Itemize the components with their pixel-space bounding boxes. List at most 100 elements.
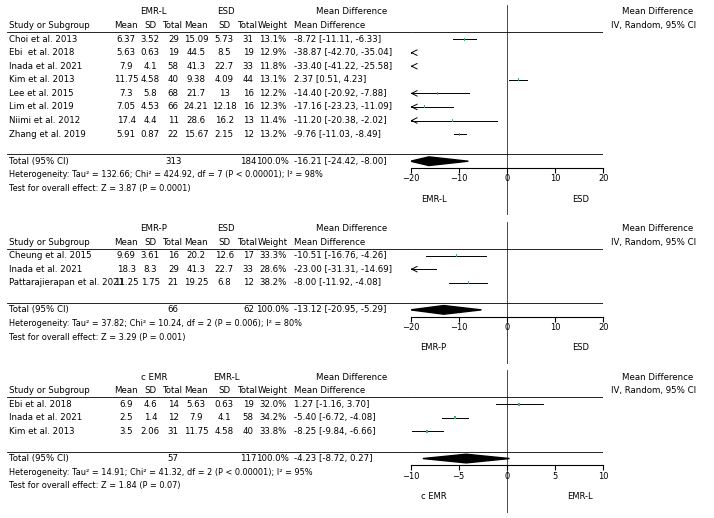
Text: 0.87: 0.87 (141, 130, 160, 139)
Text: EMR-P: EMR-P (421, 343, 447, 352)
Text: 44.5: 44.5 (186, 48, 206, 57)
Text: 4.4: 4.4 (144, 116, 157, 125)
Text: 12.6: 12.6 (215, 251, 233, 260)
Text: -23.00 [-31.31, -14.69]: -23.00 [-31.31, -14.69] (293, 265, 391, 274)
Bar (426, 430, 428, 433)
Text: 3.5: 3.5 (119, 427, 133, 436)
Text: 184: 184 (240, 157, 256, 166)
Text: EMR-L: EMR-L (141, 7, 167, 17)
Text: SD: SD (218, 21, 230, 30)
Text: Inada et al. 2021: Inada et al. 2021 (9, 62, 82, 71)
Text: 4.53: 4.53 (141, 103, 160, 111)
Text: ESD: ESD (572, 195, 589, 204)
Text: 4.6: 4.6 (144, 400, 157, 409)
Text: -33.40 [-41.22, -25.58]: -33.40 [-41.22, -25.58] (293, 62, 392, 71)
Text: Ebi  et al. 2018: Ebi et al. 2018 (9, 48, 74, 57)
Text: Mean Difference: Mean Difference (623, 224, 693, 233)
Text: Weight: Weight (258, 21, 288, 30)
Text: -38.87 [-42.70, -35.04]: -38.87 [-42.70, -35.04] (293, 48, 392, 57)
Text: Mean: Mean (114, 386, 138, 395)
Text: SD: SD (218, 238, 230, 247)
Text: -8.00 [-11.92, -4.08]: -8.00 [-11.92, -4.08] (293, 278, 381, 287)
Text: Heterogeneity: Tau² = 14.91; Chi² = 41.32, df = 2 (P < 0.00001); I² = 95%: Heterogeneity: Tau² = 14.91; Chi² = 41.3… (9, 468, 313, 477)
Text: 1.4: 1.4 (144, 413, 157, 422)
Text: Test for overall effect: Z = 3.29 (P = 0.001): Test for overall effect: Z = 3.29 (P = 0… (9, 333, 186, 341)
Text: Mean Difference: Mean Difference (316, 372, 388, 382)
Text: 11.4%: 11.4% (259, 116, 286, 125)
Text: -11.20 [-20.38, -2.02]: -11.20 [-20.38, -2.02] (293, 116, 386, 125)
Text: 34.2%: 34.2% (259, 413, 286, 422)
Text: Total: Total (238, 21, 258, 30)
Text: 0.63: 0.63 (141, 48, 160, 57)
Text: 33.3%: 33.3% (259, 251, 286, 260)
Text: 8.5: 8.5 (217, 48, 231, 57)
Text: 32.0%: 32.0% (259, 400, 286, 409)
Text: 44: 44 (243, 75, 254, 84)
Text: -13.12 [-20.95, -5.29]: -13.12 [-20.95, -5.29] (293, 306, 386, 314)
Text: Mean: Mean (184, 21, 208, 30)
Bar (459, 133, 461, 136)
Text: 58: 58 (168, 62, 178, 71)
Text: -8.25 [-9.84, -6.66]: -8.25 [-9.84, -6.66] (293, 427, 375, 436)
Text: Zhang et al. 2019: Zhang et al. 2019 (9, 130, 86, 139)
Text: 12: 12 (243, 130, 254, 139)
Text: 29: 29 (168, 35, 178, 44)
Text: 33: 33 (243, 265, 254, 274)
Text: IV, Random, 95% CI: IV, Random, 95% CI (610, 21, 696, 30)
Text: Total (95% CI): Total (95% CI) (9, 306, 69, 314)
Text: 11.75: 11.75 (114, 75, 139, 84)
Text: ESD: ESD (217, 224, 235, 233)
Text: 12.18: 12.18 (212, 103, 236, 111)
Text: 40: 40 (243, 427, 254, 436)
Text: 17: 17 (243, 251, 254, 260)
Text: 4.09: 4.09 (215, 75, 233, 84)
Text: 22.7: 22.7 (215, 62, 233, 71)
Bar (437, 92, 438, 95)
Bar (468, 281, 469, 284)
Text: Heterogeneity: Tau² = 37.82; Chi² = 10.24, df = 2 (P = 0.006); I² = 80%: Heterogeneity: Tau² = 37.82; Chi² = 10.2… (9, 319, 302, 328)
Text: 11.25: 11.25 (114, 278, 139, 287)
Text: 16: 16 (243, 89, 254, 98)
Text: Cheung et al. 2015: Cheung et al. 2015 (9, 251, 92, 260)
Text: 21: 21 (168, 278, 178, 287)
Text: SD: SD (144, 386, 156, 395)
Text: Mean Difference: Mean Difference (623, 7, 693, 17)
Text: Pattarajierapan et al. 2021: Pattarajierapan et al. 2021 (9, 278, 124, 287)
Text: EMR-P: EMR-P (141, 224, 167, 233)
Text: 17.4: 17.4 (116, 116, 136, 125)
Text: 12: 12 (243, 278, 254, 287)
Text: 15.09: 15.09 (183, 35, 208, 44)
Text: 313: 313 (165, 157, 181, 166)
Text: Mean: Mean (114, 238, 138, 247)
Text: 3.61: 3.61 (141, 251, 160, 260)
Text: 4.58: 4.58 (141, 75, 160, 84)
Text: 14: 14 (168, 400, 178, 409)
Text: 18.3: 18.3 (116, 265, 136, 274)
Text: 16: 16 (243, 103, 254, 111)
Text: Total (95% CI): Total (95% CI) (9, 157, 69, 166)
Text: 12: 12 (168, 413, 178, 422)
Text: 57: 57 (168, 454, 178, 463)
Text: Lim et al. 2019: Lim et al. 2019 (9, 103, 74, 111)
Text: -5.40 [-6.72, -4.08]: -5.40 [-6.72, -4.08] (293, 413, 375, 422)
Text: EMR-L: EMR-L (568, 492, 593, 501)
Text: 12.3%: 12.3% (259, 103, 286, 111)
Text: 24.21: 24.21 (183, 103, 208, 111)
Text: 38.2%: 38.2% (259, 278, 286, 287)
Text: 1.75: 1.75 (141, 278, 160, 287)
Text: Heterogeneity: Tau² = 132.66; Chi² = 424.92, df = 7 (P < 0.00001); I² = 98%: Heterogeneity: Tau² = 132.66; Chi² = 424… (9, 170, 323, 179)
Text: 1.27 [-1.16, 3.70]: 1.27 [-1.16, 3.70] (293, 400, 369, 409)
Bar (410, 51, 411, 54)
Text: c EMR: c EMR (141, 372, 167, 382)
Text: 21.7: 21.7 (186, 89, 206, 98)
Text: Weight: Weight (258, 238, 288, 247)
Text: -16.21 [-24.42, -8.00]: -16.21 [-24.42, -8.00] (293, 157, 386, 166)
Text: 7.3: 7.3 (119, 89, 133, 98)
Text: 12.9%: 12.9% (259, 48, 286, 57)
Text: 7.9: 7.9 (189, 413, 203, 422)
Text: 13: 13 (243, 116, 254, 125)
Text: 6.8: 6.8 (217, 278, 231, 287)
Text: Total: Total (164, 386, 183, 395)
Text: 8.3: 8.3 (144, 265, 157, 274)
Text: 117: 117 (240, 454, 256, 463)
